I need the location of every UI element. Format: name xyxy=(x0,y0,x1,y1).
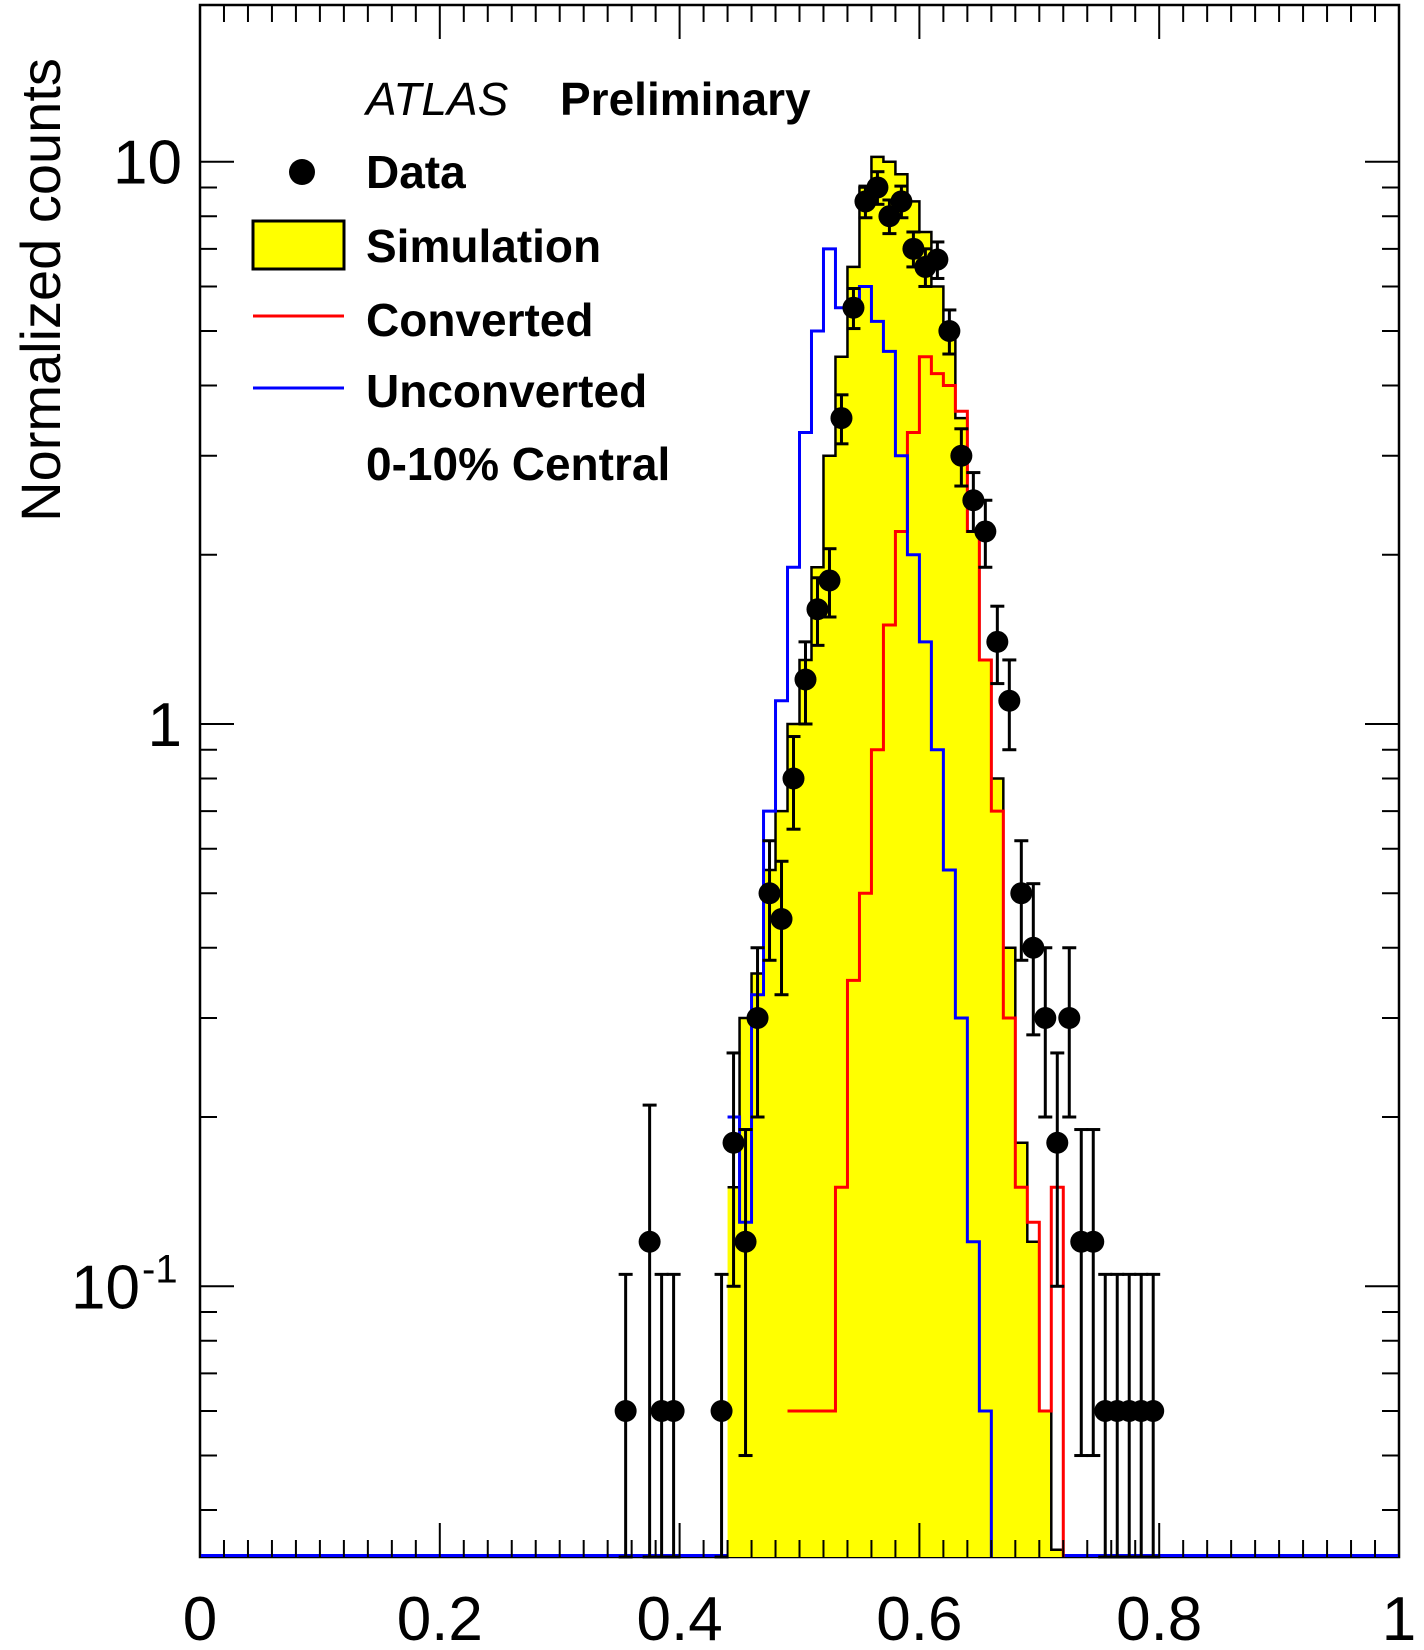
simulation-fill xyxy=(727,156,1064,1557)
data-point xyxy=(902,237,925,260)
data-point xyxy=(1058,1007,1081,1030)
data-point xyxy=(998,689,1021,712)
centrality-label: 0-10% Central xyxy=(366,438,670,490)
atlas-label: ATLAS xyxy=(363,73,509,125)
data-point xyxy=(986,630,1009,653)
data-point xyxy=(710,1400,733,1423)
data-point xyxy=(806,598,829,621)
data-point xyxy=(1034,1007,1057,1030)
data-point xyxy=(962,489,985,512)
y-tick-exponent: -1 xyxy=(142,1247,178,1291)
data-point xyxy=(926,248,949,271)
data-point xyxy=(1010,882,1033,905)
legend-data-label: Data xyxy=(366,146,466,198)
y-tick-label: 10 xyxy=(71,1253,140,1322)
data-point xyxy=(614,1400,637,1423)
data-point xyxy=(938,319,961,342)
x-tick-label: 0.8 xyxy=(1116,1585,1202,1650)
data-point xyxy=(662,1400,685,1423)
data-point xyxy=(974,520,997,543)
x-tick-label: 0 xyxy=(183,1585,217,1650)
unconverted-line xyxy=(727,247,993,1557)
y-tick-label: 10 xyxy=(113,129,182,198)
converted-line xyxy=(787,355,1065,1557)
data-point xyxy=(1022,936,1045,959)
data-point xyxy=(734,1230,757,1253)
x-tick-label: 1 xyxy=(1382,1585,1416,1650)
legend-simulation-swatch xyxy=(251,219,346,271)
data-point xyxy=(782,767,805,790)
y-axis-title: Normalized counts xyxy=(9,58,72,522)
preliminary-label: Preliminary xyxy=(560,73,811,125)
data-point xyxy=(878,205,901,228)
data-point xyxy=(794,668,817,691)
data-point xyxy=(1046,1131,1069,1154)
x-tick-label: 0.4 xyxy=(636,1585,722,1650)
series-layer xyxy=(200,155,1399,1559)
data-point xyxy=(950,444,973,467)
y-tick-label: 1 xyxy=(148,691,182,760)
data-point xyxy=(758,882,781,905)
x-tick-label: 0.2 xyxy=(397,1585,483,1650)
legend-unconverted-label: Unconverted xyxy=(366,365,647,417)
data-point xyxy=(866,176,889,199)
data-point xyxy=(842,296,865,319)
legend-converted-label: Converted xyxy=(366,294,593,346)
legend-data-marker xyxy=(289,159,315,185)
data-point xyxy=(818,569,841,592)
legend-simulation-label: Simulation xyxy=(366,220,601,272)
data-point xyxy=(830,407,853,430)
data-point xyxy=(1142,1400,1165,1423)
data-point xyxy=(770,907,793,930)
data-point xyxy=(746,1007,769,1030)
x-tick-label: 0.6 xyxy=(876,1585,962,1650)
legend: ATLAS Preliminary Data Simulation Conver… xyxy=(251,73,811,490)
data-point xyxy=(722,1131,745,1154)
data-point xyxy=(890,190,913,213)
data-point xyxy=(1082,1230,1105,1253)
data-point xyxy=(638,1230,661,1253)
